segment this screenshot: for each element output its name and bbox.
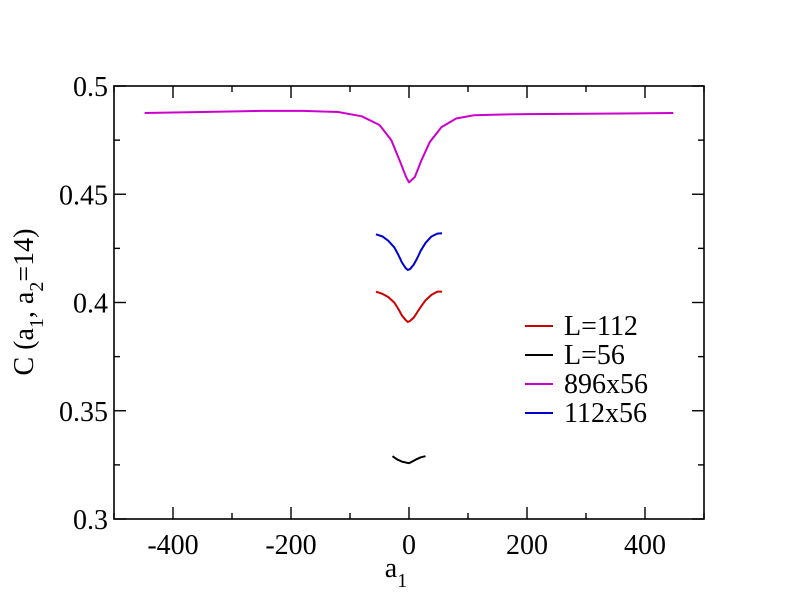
x-axis-label: a1 bbox=[385, 553, 407, 592]
y-tick-label: 0.45 bbox=[59, 180, 108, 211]
x-tick-label: 0 bbox=[402, 530, 416, 561]
plot-frame bbox=[113, 85, 705, 520]
axis-ticks: -400 -200 0 200 400 0.3 0.35 0.4 0.45 0.5 bbox=[59, 72, 705, 561]
y-tick-label: 0.35 bbox=[59, 397, 108, 428]
legend-label-l56: L=56 bbox=[564, 340, 625, 371]
x-tick-label: -200 bbox=[265, 530, 316, 561]
series-group bbox=[144, 109, 674, 465]
legend-label-112x56: 112x56 bbox=[564, 398, 647, 429]
y-tick-label: 0.4 bbox=[73, 289, 108, 320]
x-tick-label: 200 bbox=[506, 530, 548, 561]
y-tick-label: 0.5 bbox=[73, 72, 108, 103]
legend: L=112 L=56 896x56 112x56 bbox=[525, 311, 648, 429]
series-line-l112 bbox=[375, 290, 443, 323]
y-tick-label: 0.3 bbox=[73, 505, 108, 536]
legend-label-l112: L=112 bbox=[564, 311, 638, 342]
y-axis-label: C (a1, a2=14) bbox=[9, 229, 48, 376]
x-tick-label: -400 bbox=[147, 530, 198, 561]
series-line-896x56 bbox=[144, 109, 674, 184]
x-tick-label: 400 bbox=[624, 530, 666, 561]
series-line-l56 bbox=[391, 455, 426, 465]
series-line-112x56 bbox=[375, 232, 443, 272]
legend-label-896x56: 896x56 bbox=[564, 369, 648, 400]
